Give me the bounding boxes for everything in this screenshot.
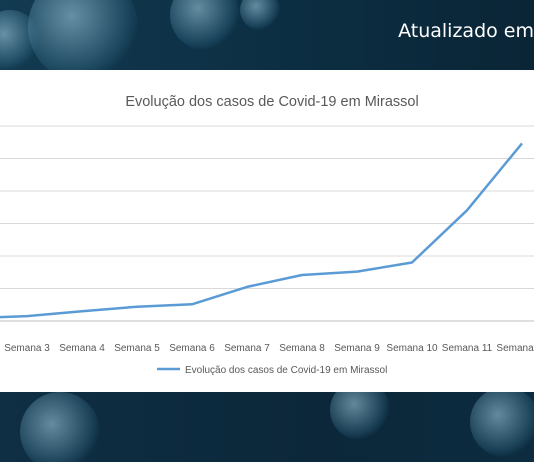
x-tick-label: Semana 12 (496, 343, 534, 354)
legend-label: Evolução dos casos de Covid-19 em Mirass… (185, 365, 387, 376)
x-tick-label: Semana 8 (279, 343, 325, 354)
header-banner: Atualizado em (0, 0, 534, 70)
virus-illustration-icon (240, 0, 280, 30)
chart-panel: Evolução dos casos de Covid-19 em Mirass… (0, 70, 534, 392)
line-chart: Evolução dos casos de Covid-19 em Mirass… (0, 94, 534, 376)
footer-banner (0, 392, 534, 462)
virus-illustration-icon (20, 392, 100, 462)
update-headline: Atualizado em (398, 20, 534, 42)
x-tick-label: Semana 5 (114, 343, 160, 354)
x-tick-label: Semana 6 (169, 343, 215, 354)
virus-illustration-icon (330, 392, 390, 440)
x-tick-label: Semana 10 (386, 343, 438, 354)
chart-title: Evolução dos casos de Covid-19 em Mirass… (125, 94, 418, 110)
x-tick-label: Semana 11 (442, 343, 493, 354)
x-tick-label: Semana 7 (224, 343, 270, 354)
legend: Evolução dos casos de Covid-19 em Mirass… (157, 365, 387, 376)
virus-illustration-icon (28, 0, 138, 70)
series-line (0, 142, 523, 319)
x-tick-label: Semana 9 (334, 343, 380, 354)
x-tick-label: Semana 3 (4, 343, 50, 354)
virus-illustration-icon (470, 392, 534, 457)
virus-illustration-icon (170, 0, 240, 50)
x-tick-label: Semana 4 (59, 343, 105, 354)
